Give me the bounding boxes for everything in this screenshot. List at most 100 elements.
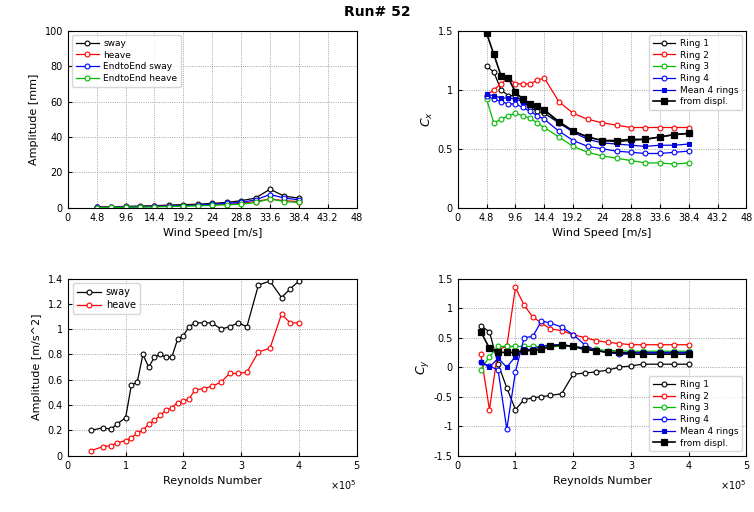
heave (106, 442, 115, 449)
Ring 2 (583, 116, 592, 122)
sway (286, 286, 295, 292)
sway (280, 193, 289, 199)
Ring 3 (477, 367, 486, 373)
Ring 1 (518, 98, 527, 104)
Ring 1 (627, 137, 636, 143)
Ring 4 (504, 101, 513, 107)
Line: Mean 4 rings: Mean 4 rings (484, 92, 691, 149)
from displ. (670, 132, 679, 138)
sway (193, 201, 202, 207)
Ring 2 (615, 340, 624, 347)
sway (106, 204, 115, 210)
Ring 3 (520, 344, 529, 350)
Ring 3 (546, 344, 555, 350)
from displ. (615, 349, 624, 355)
Mean 4 rings (655, 142, 664, 148)
Ring 3 (502, 344, 511, 350)
Text: Run# 52: Run# 52 (344, 5, 410, 19)
from displ. (641, 136, 650, 142)
Line: Ring 3: Ring 3 (478, 344, 691, 373)
Ring 1 (529, 395, 538, 401)
sway (225, 324, 234, 330)
Ring 1 (598, 137, 607, 143)
heave (277, 311, 286, 317)
Ring 4 (518, 104, 527, 111)
Ring 4 (615, 351, 624, 357)
heave (150, 203, 159, 209)
from displ. (612, 137, 621, 143)
EndtoEnd sway (280, 195, 289, 201)
sway (136, 203, 145, 209)
Ring 2 (638, 342, 647, 348)
EndtoEnd sway (179, 203, 188, 209)
Ring 4 (603, 349, 612, 355)
EndtoEnd sway (92, 204, 101, 210)
heave (121, 204, 130, 210)
Ring 3 (529, 344, 538, 350)
Ring 1 (494, 361, 503, 367)
Ring 1 (603, 367, 612, 373)
Ring 3 (526, 115, 535, 121)
Mean 4 rings (592, 348, 601, 354)
Mean 4 rings (540, 106, 549, 113)
Mean 4 rings (511, 96, 520, 102)
from displ. (496, 73, 505, 79)
sway (164, 202, 173, 208)
EndtoEnd sway (136, 204, 145, 210)
Ring 1 (569, 128, 578, 134)
Ring 3 (482, 96, 491, 102)
Ring 1 (655, 134, 664, 140)
heave (133, 430, 142, 436)
sway (179, 202, 188, 208)
Mean 4 rings (583, 136, 592, 142)
heave (294, 320, 303, 326)
EndtoEnd heave (106, 204, 115, 210)
Mean 4 rings (482, 92, 491, 98)
Ring 4 (554, 128, 563, 134)
Ring 1 (496, 87, 505, 93)
X-axis label: Reynolds Number: Reynolds Number (163, 476, 262, 486)
heave (173, 399, 182, 406)
Ring 4 (684, 148, 693, 154)
EndtoEnd sway (265, 191, 274, 198)
heave (222, 201, 231, 207)
Ring 3 (638, 348, 647, 354)
from displ. (592, 348, 601, 354)
Ring 2 (603, 339, 612, 346)
from displ. (583, 134, 592, 140)
Ring 4 (638, 351, 647, 357)
Y-axis label: Amplitude [m/s^2]: Amplitude [m/s^2] (32, 314, 42, 420)
Line: EndtoEnd sway: EndtoEnd sway (94, 192, 302, 210)
X-axis label: Wind Speed [m/s]: Wind Speed [m/s] (553, 228, 651, 238)
from displ. (598, 137, 607, 143)
sway (173, 336, 182, 343)
Ring 2 (494, 346, 503, 352)
sway (294, 195, 303, 201)
Ring 1 (655, 361, 664, 367)
Ring 2 (518, 81, 527, 87)
Ring 4 (655, 151, 664, 157)
sway (156, 351, 165, 357)
Text: $\times 10^5$: $\times 10^5$ (720, 479, 746, 493)
sway (265, 186, 274, 193)
Mean 4 rings (511, 353, 520, 359)
Mean 4 rings (684, 349, 693, 355)
Mean 4 rings (489, 93, 498, 99)
Ring 1 (485, 329, 494, 335)
from displ. (511, 349, 520, 355)
sway (150, 354, 159, 360)
Ring 3 (627, 158, 636, 164)
Ring 2 (670, 342, 679, 348)
from displ. (655, 134, 664, 140)
heave (193, 202, 202, 208)
Ring 2 (482, 93, 491, 99)
Ring 1 (684, 131, 693, 137)
Ring 2 (655, 342, 664, 348)
Ring 4 (627, 351, 636, 357)
Ring 2 (496, 81, 505, 87)
Ring 3 (581, 345, 590, 351)
heave (199, 386, 208, 392)
Ring 1 (546, 392, 555, 398)
Ring 1 (638, 361, 647, 367)
Ring 3 (511, 344, 520, 350)
